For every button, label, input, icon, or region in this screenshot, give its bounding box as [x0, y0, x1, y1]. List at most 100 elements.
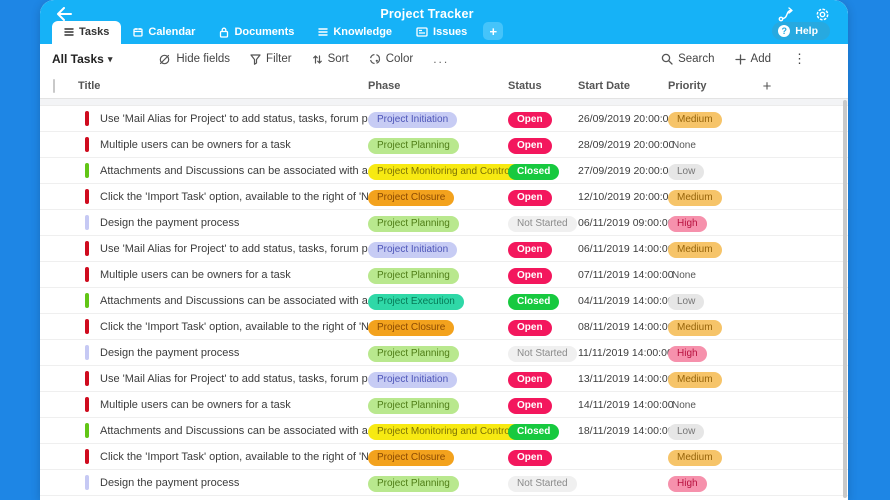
column-header-title[interactable]: Title — [78, 80, 101, 92]
view-selector-label: All Tasks — [52, 52, 104, 66]
start-date: 13/11/2019 14:00:00 — [578, 372, 674, 385]
funnel-icon — [250, 53, 261, 65]
status-badge[interactable]: Open — [508, 137, 552, 154]
table-row[interactable]: Attachments and Discussions can be assoc… — [40, 418, 848, 444]
table-row[interactable]: Design the payment process Project Plann… — [40, 210, 848, 236]
status-badge[interactable]: Open — [508, 397, 552, 414]
back-button[interactable] — [56, 7, 76, 21]
task-color-bar — [85, 215, 89, 230]
column-header-status[interactable]: Status — [508, 80, 542, 92]
phase-badge[interactable]: Project Planning — [368, 267, 459, 284]
phase-badge[interactable]: Project Closure — [368, 189, 455, 206]
add-column-button[interactable]: + — [762, 77, 772, 95]
phase-badge[interactable]: Project Planning — [368, 475, 459, 492]
card-icon — [416, 27, 428, 37]
phase-badge[interactable]: Project Execution — [368, 293, 464, 310]
search-button[interactable]: Search — [661, 53, 715, 65]
tab-calendar[interactable]: Calendar — [121, 21, 207, 44]
view-selector[interactable]: All Tasks ▾ — [52, 52, 112, 66]
table-row[interactable]: Attachments and Discussions can be assoc… — [40, 158, 848, 184]
select-all-checkbox[interactable] — [53, 79, 55, 93]
table-row[interactable]: Use 'Mail Alias for Project' to add stat… — [40, 366, 848, 392]
table-row[interactable]: Design the payment process Project Plann… — [40, 340, 848, 366]
column-header-phase[interactable]: Phase — [368, 80, 401, 92]
priority-badge[interactable]: High — [668, 345, 707, 362]
settings-button[interactable] — [815, 7, 830, 22]
table-row[interactable]: Design the payment process Project Plann… — [40, 470, 848, 496]
table-row[interactable]: Click the 'Import Task' option, availabl… — [40, 444, 848, 470]
priority-badge[interactable]: None — [672, 270, 696, 282]
table-row[interactable]: Click the 'Import Task' option, availabl… — [40, 184, 848, 210]
phase-badge[interactable]: Project Monitoring and Control — [368, 163, 522, 180]
priority-badge[interactable]: High — [668, 475, 707, 492]
plus-icon — [734, 53, 746, 65]
start-date: 04/11/2019 14:00:00 — [578, 294, 674, 307]
more-options-button[interactable]: ... — [433, 52, 450, 66]
status-badge[interactable]: Closed — [508, 163, 560, 180]
phase-badge[interactable]: Project Planning — [368, 137, 459, 154]
phase-badge[interactable]: Project Initiation — [368, 111, 458, 128]
priority-badge[interactable]: None — [672, 140, 696, 152]
tab-tasks[interactable]: Tasks — [52, 21, 122, 44]
task-table-body: Use 'Mail Alias for Project' to add stat… — [40, 106, 848, 500]
status-badge[interactable]: Open — [508, 371, 552, 388]
priority-badge[interactable]: Medium — [668, 241, 722, 258]
column-header-priority[interactable]: Priority — [668, 80, 707, 92]
priority-badge[interactable]: Low — [668, 163, 705, 180]
table-row[interactable]: Design the payment process Project Plann… — [40, 496, 848, 500]
priority-badge[interactable]: Low — [668, 293, 705, 310]
phase-badge[interactable]: Project Initiation — [368, 371, 458, 388]
status-badge[interactable]: Not Started — [508, 475, 577, 492]
hide-fields-button[interactable]: Hide fields — [158, 53, 230, 65]
priority-badge[interactable]: Low — [668, 423, 705, 440]
kebab-menu-button[interactable]: ⋮ — [793, 51, 806, 66]
blueprint-button[interactable] — [778, 6, 795, 22]
status-badge[interactable]: Closed — [508, 293, 560, 310]
phase-badge[interactable]: Project Planning — [368, 345, 459, 362]
sort-button[interactable]: Sort — [312, 53, 349, 65]
table-row[interactable]: Multiple users can be owners for a task … — [40, 132, 848, 158]
table-row[interactable]: Click the 'Import Task' option, availabl… — [40, 314, 848, 340]
color-button[interactable]: Color — [369, 53, 413, 65]
priority-badge[interactable]: Medium — [668, 371, 722, 388]
app-window: Project Tracker Tasks Calendar — [40, 0, 848, 500]
status-badge[interactable]: Not Started — [508, 215, 577, 232]
priority-badge[interactable]: Medium — [668, 111, 722, 128]
status-badge[interactable]: Open — [508, 111, 552, 128]
phase-badge[interactable]: Project Planning — [368, 215, 459, 232]
hide-fields-label: Hide fields — [176, 53, 231, 65]
tab-issues[interactable]: Issues — [404, 21, 479, 44]
priority-badge[interactable]: None — [672, 400, 696, 412]
phase-badge[interactable]: Project Planning — [368, 397, 459, 414]
status-badge[interactable]: Open — [508, 319, 552, 336]
table-row[interactable]: Multiple users can be owners for a task … — [40, 262, 848, 288]
priority-badge[interactable]: Medium — [668, 189, 722, 206]
status-badge[interactable]: Open — [508, 189, 552, 206]
phase-badge[interactable]: Project Closure — [368, 319, 455, 336]
phase-badge[interactable]: Project Closure — [368, 449, 455, 466]
status-badge[interactable]: Open — [508, 267, 552, 284]
column-header-start-date[interactable]: Start Date — [578, 80, 630, 92]
tab-documents[interactable]: Documents — [207, 21, 306, 44]
status-badge[interactable]: Open — [508, 449, 552, 466]
add-tab-button[interactable]: + — [483, 22, 504, 40]
phase-badge[interactable]: Project Monitoring and Control — [368, 423, 522, 440]
priority-badge[interactable]: Medium — [668, 319, 722, 336]
status-badge[interactable]: Not Started — [508, 345, 577, 362]
priority-badge[interactable]: Medium — [668, 449, 722, 466]
table-row[interactable]: Multiple users can be owners for a task … — [40, 392, 848, 418]
filter-button[interactable]: Filter — [250, 53, 292, 65]
vertical-scrollbar[interactable] — [843, 100, 847, 498]
help-button[interactable]: ? Help — [772, 22, 830, 40]
table-row[interactable]: Use 'Mail Alias for Project' to add stat… — [40, 106, 848, 132]
priority-badge[interactable]: High — [668, 215, 707, 232]
task-title: Click the 'Import Task' option, availabl… — [100, 320, 368, 333]
status-badge[interactable]: Closed — [508, 423, 560, 440]
table-row[interactable]: Use 'Mail Alias for Project' to add stat… — [40, 236, 848, 262]
phase-badge[interactable]: Project Initiation — [368, 241, 458, 258]
tab-knowledge[interactable]: Knowledge — [306, 21, 404, 44]
table-row[interactable]: Attachments and Discussions can be assoc… — [40, 288, 848, 314]
add-button[interactable]: Add — [734, 53, 771, 65]
status-badge[interactable]: Open — [508, 241, 552, 258]
task-color-bar — [85, 111, 89, 126]
